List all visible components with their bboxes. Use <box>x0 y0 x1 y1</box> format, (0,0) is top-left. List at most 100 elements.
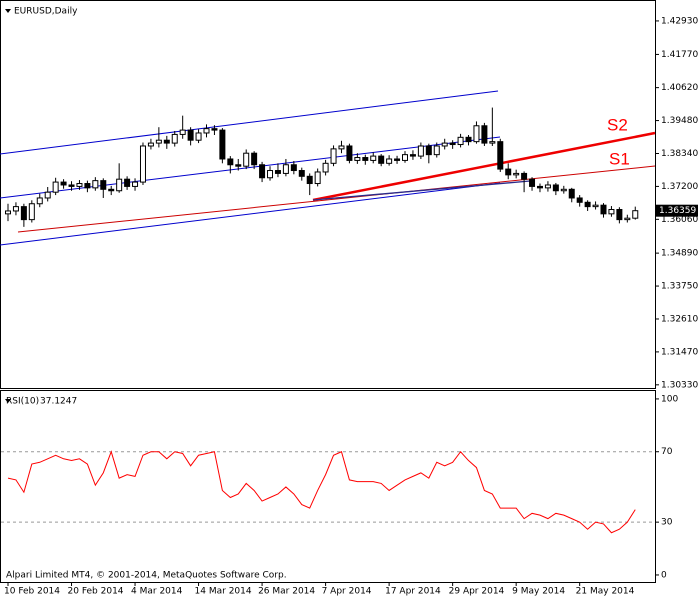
y-tick-label: 1.34890 <box>661 249 698 259</box>
candle-body <box>386 158 393 164</box>
candle-body <box>465 136 472 143</box>
x-tick-label: 10 Feb 2014 <box>4 587 60 597</box>
candle-body <box>60 181 67 186</box>
support-s2 <box>312 131 656 202</box>
candle-body <box>92 180 99 189</box>
y-tick-label: 1.37200 <box>661 182 698 192</box>
candle-body <box>306 175 313 185</box>
candle-body <box>116 178 123 192</box>
candle-body <box>600 204 607 215</box>
menu-arrow <box>5 399 11 403</box>
x-tick-label: 9 May 2014 <box>512 587 565 597</box>
annotation: S2 <box>607 115 628 134</box>
candle-body <box>219 129 226 160</box>
candle-body <box>473 125 480 143</box>
candle-body <box>544 184 551 189</box>
y-tick-label: 1.31470 <box>661 347 698 357</box>
menu-arrow <box>5 9 11 13</box>
candle-body <box>513 172 520 176</box>
main-panel <box>0 0 656 389</box>
candle-body <box>36 197 43 205</box>
y-tick-label: 1.42930 <box>661 16 698 26</box>
candle-body <box>576 197 583 203</box>
candle-body <box>378 155 385 164</box>
candle-body <box>155 139 162 144</box>
trend-line <box>312 180 531 201</box>
candle-body <box>259 164 266 179</box>
candle-body <box>227 158 234 166</box>
rsi-value: 37.1247 <box>40 397 77 407</box>
candle-body <box>139 145 146 183</box>
chart-title: EURUSD,Daily <box>14 7 78 17</box>
candle-body <box>100 180 107 190</box>
y-tick-label: 30 <box>661 518 673 528</box>
x-tick-label: 26 Mar 2014 <box>258 587 315 597</box>
footer: Alpari Limited MT4, © 2001-2014, MetaQuo… <box>6 571 287 581</box>
candle-body <box>235 164 242 167</box>
candle-body <box>243 152 250 167</box>
annotation: S1 <box>609 149 630 168</box>
candle-body <box>314 171 321 185</box>
candle-body <box>211 128 218 131</box>
x-tick-label: 14 Mar 2014 <box>195 587 252 597</box>
candle-body <box>592 204 599 208</box>
candle-body <box>457 136 464 146</box>
candle-body <box>68 184 75 187</box>
candle-body <box>425 145 432 156</box>
support-s1 <box>17 165 656 233</box>
candle-body <box>346 145 353 161</box>
channel-lower <box>0 182 501 246</box>
candle-body <box>552 184 559 192</box>
candle-body <box>417 145 424 157</box>
candle-body <box>497 141 504 170</box>
candle-body <box>536 185 543 189</box>
candle-body <box>195 132 202 141</box>
candle-body <box>354 157 361 161</box>
y-tick-label: 0 <box>661 570 667 580</box>
candle-body <box>362 157 369 161</box>
candle-body <box>267 170 274 179</box>
candle-body <box>298 170 305 177</box>
candle-body <box>322 162 329 173</box>
candle-body <box>624 217 631 221</box>
candle-body <box>274 170 281 174</box>
candle-body <box>124 178 131 187</box>
candle-body <box>44 191 51 199</box>
candle-body <box>584 201 591 208</box>
candle-body <box>132 181 139 187</box>
candle-body <box>394 158 401 161</box>
candle-body <box>290 164 297 172</box>
y-tick-label: 1.40620 <box>661 83 698 93</box>
y-tick-label: 1.32610 <box>661 314 698 324</box>
channel-middle <box>0 136 501 199</box>
x-tick-label: 4 Mar 2014 <box>131 587 183 597</box>
candle-body <box>12 206 19 212</box>
candle-body <box>52 181 59 193</box>
candle-body <box>560 188 567 192</box>
candle-body <box>505 168 512 176</box>
y-tick-label: 1.33750 <box>661 282 698 292</box>
candle-body <box>108 188 115 192</box>
candle-body <box>187 129 194 141</box>
candle-body <box>251 152 258 166</box>
rsi-panel <box>0 390 656 583</box>
candle-body <box>370 155 377 161</box>
candle-body <box>203 128 210 134</box>
x-tick-label: 20 Feb 2014 <box>68 587 124 597</box>
rsi-line <box>7 450 636 534</box>
candle-body <box>330 148 337 164</box>
candle-body <box>402 154 408 161</box>
price-label-bg <box>656 204 698 217</box>
candle-body <box>20 206 27 221</box>
y-tick-label: 100 <box>661 394 678 404</box>
y-tick-label: 70 <box>661 447 673 457</box>
x-tick-label: 7 Apr 2014 <box>322 587 372 597</box>
candle-body <box>521 172 528 180</box>
candle-body <box>28 203 35 221</box>
x-tick-label: 29 Apr 2014 <box>449 587 505 597</box>
candle-body <box>441 142 448 147</box>
candle-body <box>338 145 345 150</box>
candle-body <box>489 141 496 144</box>
candle-body <box>529 178 536 187</box>
